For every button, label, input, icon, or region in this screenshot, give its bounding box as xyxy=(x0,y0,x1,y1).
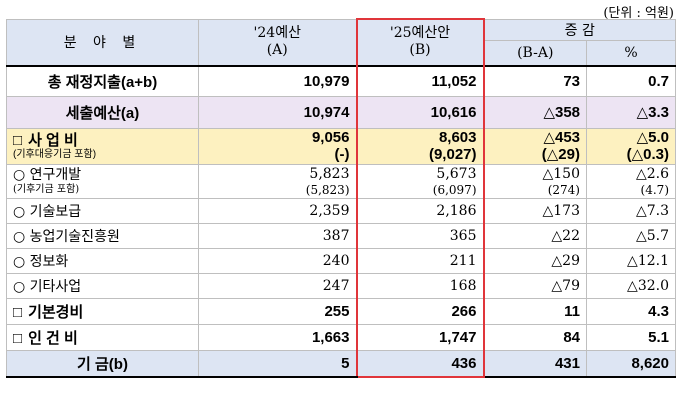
row-labor: □ 인 건 비 1,663 1,747 84 5.1 xyxy=(6,323,676,351)
row-promo-a: 387 xyxy=(198,222,357,249)
row-total: 총 재정지출(a+b) 10,979 11,052 73 0.7 xyxy=(6,64,676,97)
row-revenue-label: 세출예산(a) xyxy=(6,95,199,129)
row-labor-pct: 5.1 xyxy=(586,323,676,351)
checkbox-square-icon: □ xyxy=(13,131,23,149)
row-basic-pct: 4.3 xyxy=(586,297,676,325)
header-row-1: 분 야 별 '24예산 (A) '25예산안 (B) 증 감 xyxy=(6,18,676,66)
row-business: □ 사 업 비 (기후대응기금 포함) 9,056 (-) 8,603 (9,027)… xyxy=(6,127,676,165)
row-etc-label: ○ 기타사업 xyxy=(6,272,199,299)
row-tech-a: 2,359 xyxy=(198,197,357,224)
row-business-b: 8,603 (9,027) xyxy=(355,127,485,165)
row-info-diff: △29 xyxy=(483,247,587,274)
row-fund-diff: 431 xyxy=(483,349,587,378)
row-basic-diff: 11 xyxy=(483,297,587,325)
row-fund-b: 436 xyxy=(355,349,485,378)
row-info-a: 240 xyxy=(198,247,357,274)
row-labor-b: 1,747 xyxy=(355,323,485,351)
row-fund-pct: 8,620 xyxy=(586,349,676,378)
row-total-label: 총 재정지출(a+b) xyxy=(6,64,199,97)
row-revenue-diff: △358 xyxy=(483,95,587,129)
row-rnd-diff: △150 (274) xyxy=(483,163,587,199)
row-etc-a: 247 xyxy=(198,272,357,299)
row-rnd: ○ 연구개발 (기후기금 포함) 5,823 (5,823) 5,673 (6,09… xyxy=(6,163,676,199)
row-business-pct: △5.0 (△0.3) xyxy=(586,127,676,165)
unit-note: (단위 : 억원) xyxy=(603,6,674,21)
header-row-2: (B-A) % xyxy=(7,39,676,66)
row-tech-label: ○ 기술보급 xyxy=(6,197,199,224)
row-promo-label: ○ 농업기술진흥원 xyxy=(6,222,199,249)
row-basic-a: 255 xyxy=(198,297,357,325)
row-tech-b: 2,186 xyxy=(355,197,485,224)
row-fund: 기 금(b) 5 436 431 8,620 xyxy=(6,349,676,378)
row-info-b: 211 xyxy=(355,247,485,274)
header-col-b: '25예산안 (B) xyxy=(355,18,485,66)
row-basic-b: 266 xyxy=(355,297,485,325)
row-basic: □ 기본경비 255 266 11 4.3 xyxy=(6,297,676,325)
budget-table: 분 야 별 '24예산 (A) '25예산안 (B) 증 감 (B-A) % 총 재… xyxy=(6,18,676,378)
row-total-b: 11,052 xyxy=(355,64,485,97)
row-info-label: ○ 정보화 xyxy=(6,247,199,274)
row-rnd-a: 5,823 (5,823) xyxy=(198,163,357,199)
header-change-abs: (B-A) xyxy=(483,39,587,66)
row-etc-diff: △79 xyxy=(483,272,587,299)
row-total-a: 10,979 xyxy=(198,64,357,97)
header-change-pct: % xyxy=(586,39,676,66)
checkbox-square-icon: □ xyxy=(13,329,23,347)
row-promo: ○ 농업기술진흥원 387 365 △22 △5.7 xyxy=(6,222,676,249)
row-labor-a: 1,663 xyxy=(198,323,357,351)
row-etc-pct: △32.0 xyxy=(586,272,676,299)
row-info: ○ 정보화 240 211 △29 △12.1 xyxy=(6,247,676,274)
row-revenue-a: 10,974 xyxy=(198,95,357,129)
header-change: 증 감 xyxy=(483,18,676,41)
row-rnd-b: 5,673 (6,097) xyxy=(355,163,485,199)
header-col-a: '24예산 (A) xyxy=(198,18,357,66)
row-fund-label: 기 금(b) xyxy=(6,349,199,378)
row-labor-label: □ 인 건 비 xyxy=(6,323,199,351)
row-promo-b: 365 xyxy=(355,222,485,249)
row-total-pct: 0.7 xyxy=(586,64,676,97)
row-tech: ○ 기술보급 2,359 2,186 △173 △7.3 xyxy=(6,197,676,224)
row-revenue: 세출예산(a) 10,974 10,616 △358 △3.3 xyxy=(6,95,676,129)
row-basic-label: □ 기본경비 xyxy=(6,297,199,325)
row-rnd-label: ○ 연구개발 (기후기금 포함) xyxy=(6,163,199,199)
row-total-diff: 73 xyxy=(483,64,587,97)
row-tech-diff: △173 xyxy=(483,197,587,224)
row-business-diff: △453 (△29) xyxy=(483,127,587,165)
row-tech-pct: △7.3 xyxy=(586,197,676,224)
checkbox-square-icon: □ xyxy=(13,303,23,321)
row-promo-pct: △5.7 xyxy=(586,222,676,249)
row-info-pct: △12.1 xyxy=(586,247,676,274)
row-revenue-b: 10,616 xyxy=(355,95,485,129)
row-labor-diff: 84 xyxy=(483,323,587,351)
row-etc: ○ 기타사업 247 168 △79 △32.0 xyxy=(6,272,676,299)
row-rnd-pct: △2.6 (4.7) xyxy=(586,163,676,199)
row-etc-b: 168 xyxy=(355,272,485,299)
row-business-label: □ 사 업 비 (기후대응기금 포함) xyxy=(6,127,199,165)
row-promo-diff: △22 xyxy=(483,222,587,249)
row-revenue-pct: △3.3 xyxy=(586,95,676,129)
row-fund-a: 5 xyxy=(198,349,357,378)
header-category: 분 야 별 xyxy=(6,18,199,66)
row-business-a: 9,056 (-) xyxy=(198,127,357,165)
